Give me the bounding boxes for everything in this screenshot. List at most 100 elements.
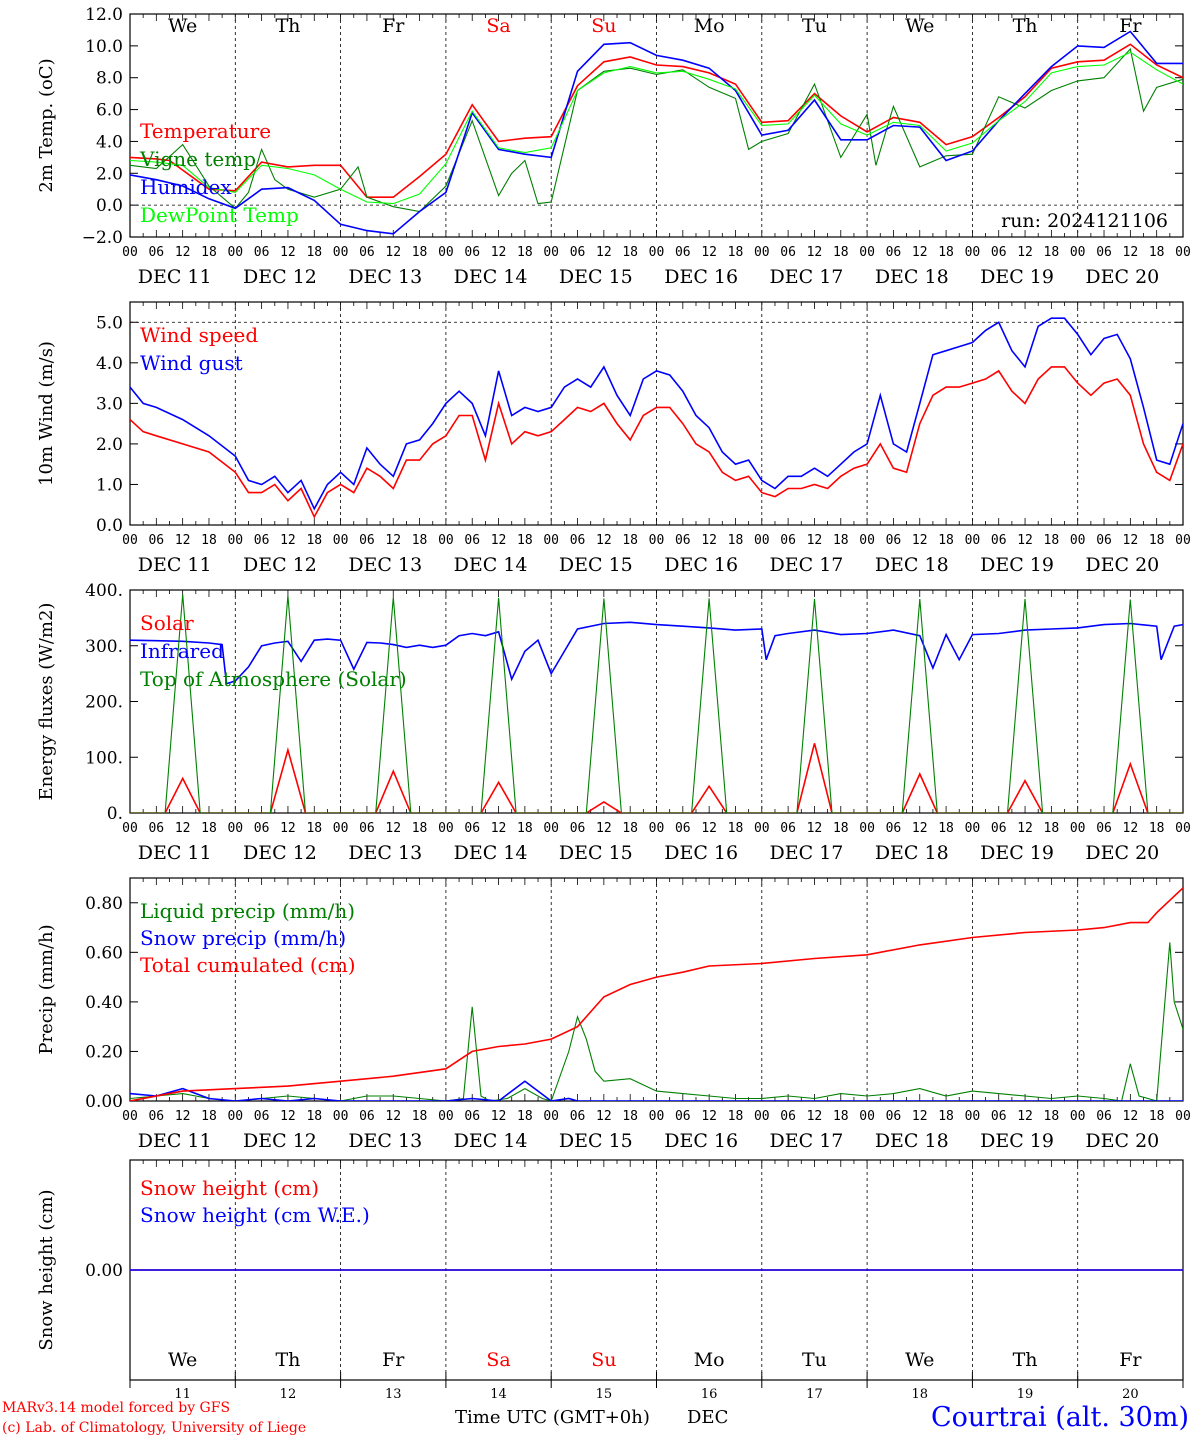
x-tick-label: 18: [201, 533, 217, 548]
x-tick-label: 12: [1017, 1109, 1033, 1124]
legend-entry: Top of Atmosphere (Solar): [140, 667, 407, 691]
legend-entry: Snow height (cm W.E.): [140, 1203, 370, 1227]
series-line-temp-3: [130, 51, 1183, 205]
y-tick-label: 200.: [85, 693, 123, 713]
x-tick-label: 12: [912, 821, 928, 836]
x-tick-label: 12: [1017, 533, 1033, 548]
lab-credit: (c) Lab. of Climatology, University of L…: [2, 1420, 306, 1436]
x-tick-label: 12: [385, 821, 401, 836]
y-axis-label: 10m Wind (m/s): [36, 341, 57, 486]
date-label: DEC 20: [1085, 266, 1159, 288]
x-tick-label: 12: [1123, 533, 1139, 548]
x-tick-label: 12: [912, 245, 928, 260]
model-credit: MARv3.14 model forced by GFS: [2, 1400, 230, 1416]
legend-entry: Solar: [140, 611, 194, 635]
x-tick-label: 18: [517, 1109, 533, 1124]
x-tick-label: 06: [675, 533, 691, 548]
weekday-label: Mo: [694, 15, 725, 37]
x-tick-label: 12: [596, 1109, 612, 1124]
x-tick-label: 00: [333, 1109, 349, 1124]
x-tick-label: 06: [991, 533, 1007, 548]
x-tick-label: 00: [227, 533, 243, 548]
x-tick-label: 00: [227, 821, 243, 836]
x-tick-label: 00: [859, 245, 875, 260]
y-tick-label: 2.0: [96, 164, 123, 184]
x-tick-label: 00: [649, 821, 665, 836]
series-line-precip-0: [130, 942, 1183, 1101]
date-label: DEC 12: [243, 266, 317, 288]
weekday-label: Fr: [382, 1349, 405, 1371]
x-tick-label: 12: [1017, 821, 1033, 836]
x-tick-label: 12: [1123, 1109, 1139, 1124]
x-tick-label: 12: [912, 533, 928, 548]
date-label: DEC 20: [1085, 842, 1159, 864]
x-tick-label: 18: [622, 245, 638, 260]
x-tick-label: 12: [701, 245, 717, 260]
x-tick-label: 00: [1070, 821, 1086, 836]
day-number: 20: [1122, 1387, 1139, 1402]
x-tick-label: 00: [543, 533, 559, 548]
x-tick-label: 00: [859, 533, 875, 548]
x-tick-label: 06: [1096, 1109, 1112, 1124]
y-tick-label: 0.: [107, 804, 123, 824]
x-tick-label: 00: [543, 1109, 559, 1124]
x-tick-label: 12: [280, 245, 296, 260]
x-tick-label: 06: [675, 821, 691, 836]
x-tick-label: 12: [807, 533, 823, 548]
x-tick-label: 12: [385, 1109, 401, 1124]
legend-entry: Snow height (cm): [140, 1176, 319, 1200]
y-tick-label: 300.: [85, 637, 123, 657]
date-label: DEC 15: [559, 1130, 633, 1152]
day-number: 19: [1017, 1387, 1034, 1402]
x-tick-label: 00: [122, 1109, 138, 1124]
x-tick-label: 00: [122, 533, 138, 548]
x-tick-label: 12: [175, 821, 191, 836]
y-tick-label: 0.40: [85, 993, 123, 1013]
x-tick-label: 00: [965, 533, 981, 548]
x-tick-label: 00: [438, 533, 454, 548]
date-label: DEC 17: [770, 1130, 844, 1152]
x-tick-label: 06: [254, 821, 270, 836]
date-label: DEC 15: [559, 266, 633, 288]
x-tick-label: 06: [359, 821, 375, 836]
y-tick-label: 100.: [85, 748, 123, 768]
x-tick-label: 06: [254, 1109, 270, 1124]
x-tick-label: 06: [148, 533, 164, 548]
date-label: DEC 19: [980, 266, 1054, 288]
date-label: DEC 12: [243, 842, 317, 864]
weekday-label: Su: [591, 1349, 616, 1371]
y-tick-label: 0.80: [85, 894, 123, 914]
x-tick-label: 18: [938, 821, 954, 836]
x-tick-label: 00: [1175, 1109, 1191, 1124]
x-tick-label: 00: [1175, 533, 1191, 548]
x-tick-label: 18: [728, 533, 744, 548]
weekday-label: Th: [1013, 1349, 1038, 1371]
x-tick-label: 00: [859, 1109, 875, 1124]
legend-entry: Total cumulated (cm): [140, 953, 356, 977]
x-tick-label: 00: [859, 821, 875, 836]
run-label: run: 2024121106: [1001, 210, 1168, 232]
x-tick-label: 06: [464, 533, 480, 548]
y-tick-label: 6.0: [96, 101, 123, 121]
date-label: DEC 13: [348, 1130, 422, 1152]
x-tick-label: 06: [886, 245, 902, 260]
date-label: DEC 12: [243, 554, 317, 576]
x-tick-label: 12: [175, 245, 191, 260]
x-tick-label: 00: [754, 533, 770, 548]
y-tick-label: 3.0: [96, 394, 123, 414]
x-tick-label: 12: [807, 245, 823, 260]
weekday-label: We: [168, 15, 197, 37]
x-tick-label: 12: [491, 821, 507, 836]
x-tick-label: 12: [385, 533, 401, 548]
weekday-label: Th: [275, 1349, 300, 1371]
x-tick-label: 00: [227, 245, 243, 260]
x-tick-label: 00: [1070, 533, 1086, 548]
x-tick-label: 06: [464, 1109, 480, 1124]
date-label: DEC 14: [454, 554, 528, 576]
x-tick-label: 12: [175, 533, 191, 548]
x-tick-label: 00: [1070, 1109, 1086, 1124]
day-number: 13: [385, 1387, 402, 1402]
x-tick-label: 18: [412, 533, 428, 548]
x-tick-label: 18: [306, 821, 322, 836]
date-label: DEC 14: [454, 1130, 528, 1152]
